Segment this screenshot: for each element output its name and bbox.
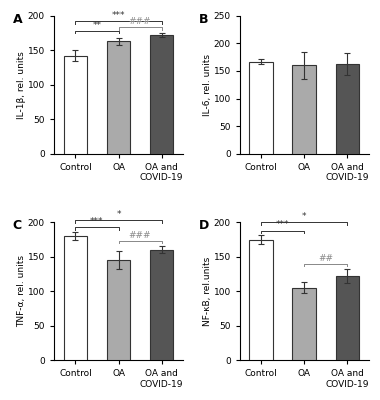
Text: ##: ## [318,254,333,263]
Text: ***: *** [90,217,104,226]
Bar [336,276,359,360]
Bar [336,64,359,154]
Bar [293,65,316,154]
Bar [249,62,273,154]
Bar [150,35,173,154]
Y-axis label: IL-6, rel. units: IL-6, rel. units [203,54,212,116]
Text: ***: *** [112,11,125,20]
Text: A: A [13,13,22,26]
Text: *: * [116,210,121,219]
Text: ###: ### [129,231,151,240]
Bar [293,288,316,360]
Bar [63,56,87,154]
Text: *: * [302,212,307,221]
Text: B: B [198,13,208,26]
Bar [150,250,173,360]
Bar [107,41,130,154]
Y-axis label: TNF-α, rel. units: TNF-α, rel. units [17,255,26,327]
Text: ###: ### [129,17,151,26]
Text: **: ** [92,21,101,30]
Text: D: D [198,220,209,232]
Bar [249,240,273,360]
Text: C: C [13,220,22,232]
Bar [107,260,130,360]
Text: ***: *** [276,220,290,230]
Y-axis label: IL-1β, rel. units: IL-1β, rel. units [17,51,26,119]
Bar [63,236,87,360]
Y-axis label: NF-κB, rel.units: NF-κB, rel.units [203,257,212,326]
